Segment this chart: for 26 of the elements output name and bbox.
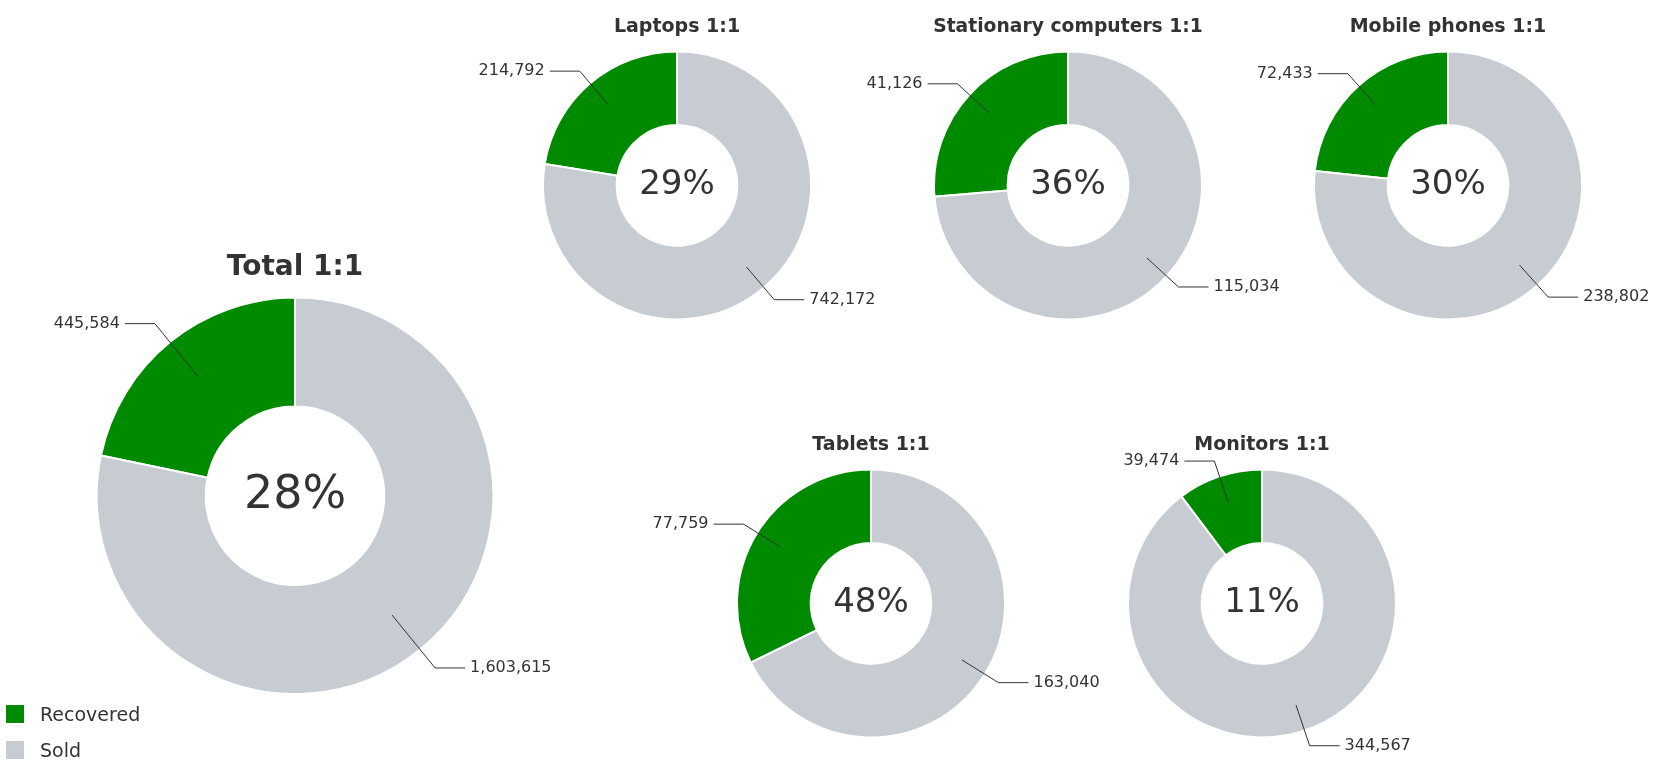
data-label: 742,172 bbox=[809, 288, 876, 308]
data-label: 238,802 bbox=[1583, 286, 1650, 306]
data-label: 344,567 bbox=[1344, 734, 1411, 754]
data-label: 72,433 bbox=[1256, 62, 1313, 82]
text: 36% bbox=[1030, 162, 1106, 203]
text: 29% bbox=[639, 162, 715, 203]
chart-title: Mobile phones 1:1 bbox=[1349, 13, 1547, 36]
chart-title: Laptops 1:1 bbox=[613, 13, 741, 36]
text: 30% bbox=[1410, 162, 1486, 203]
text: 28% bbox=[243, 464, 347, 519]
data-label: 39,474 bbox=[1123, 450, 1180, 470]
chart-title: Total 1:1 bbox=[226, 249, 364, 283]
data-label: 1,603,615 bbox=[470, 657, 552, 677]
chart-title: Tablets 1:1 bbox=[812, 431, 930, 454]
chart-title: Stationary computers 1:1 bbox=[933, 13, 1203, 36]
legend-label: Sold bbox=[40, 739, 82, 761]
data-label: 115,034 bbox=[1213, 276, 1280, 296]
data-label: 41,126 bbox=[866, 72, 923, 92]
chart-title: Monitors 1:1 bbox=[1194, 431, 1330, 454]
legend-label: Recovered bbox=[40, 703, 141, 725]
text: 11% bbox=[1224, 580, 1300, 621]
data-label: 445,584 bbox=[53, 312, 120, 332]
data-label: 163,040 bbox=[1033, 671, 1100, 691]
data-label: 77,759 bbox=[652, 513, 709, 533]
data-label: 214,792 bbox=[478, 60, 545, 80]
text: 48% bbox=[833, 580, 909, 621]
